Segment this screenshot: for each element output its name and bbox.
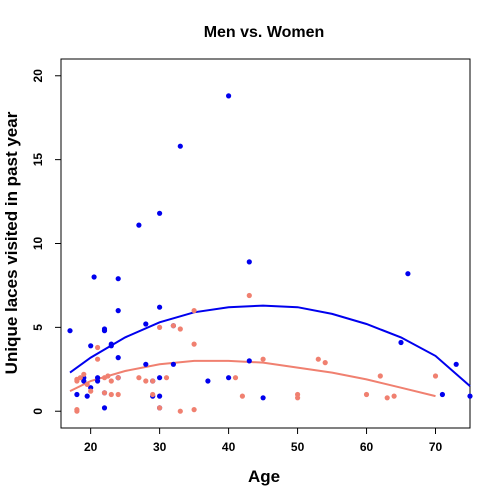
- y-tick-label: 20: [31, 69, 45, 83]
- series-1-point: [136, 222, 142, 228]
- series-2-point: [170, 323, 176, 329]
- series-1-point: [157, 210, 163, 216]
- chart-title: Men vs. Women: [204, 24, 325, 41]
- series-2-point: [163, 375, 170, 381]
- series-2-point: [81, 371, 87, 377]
- series-1-point: [170, 361, 176, 367]
- series-2-point: [391, 393, 397, 399]
- series-2-point: [108, 378, 114, 384]
- data-points: [67, 93, 473, 414]
- series-2-point: [432, 373, 439, 379]
- x-tick-label: 20: [84, 440, 98, 454]
- series-1-point: [205, 378, 211, 384]
- series-2-point: [136, 375, 142, 381]
- series-1-point: [81, 378, 87, 384]
- series-2-point: [74, 408, 80, 414]
- series-2-point: [384, 395, 390, 401]
- series-2-point: [101, 390, 108, 396]
- x-axis: 20 30 40 50 60 70: [84, 428, 443, 454]
- series-2-point: [105, 373, 111, 379]
- series-2-point: [322, 360, 328, 366]
- x-axis-title: Age: [248, 467, 280, 486]
- series-1-point: [84, 393, 90, 399]
- fit-lines: [69, 304, 471, 398]
- series-1-point: [101, 405, 108, 411]
- series-2-point: [150, 378, 156, 384]
- series-1-point: [95, 375, 101, 381]
- series-1-point: [467, 393, 473, 399]
- y-tick-label: 0: [31, 408, 45, 415]
- series-2-point: [84, 381, 90, 387]
- series-2-point: [295, 395, 301, 401]
- series-2-point: [246, 292, 252, 299]
- series-2-point: [157, 324, 163, 330]
- series-1-point: [108, 343, 114, 349]
- series-1-point: [246, 259, 252, 265]
- series-1-point: [398, 339, 404, 346]
- x-tick-label: 40: [222, 440, 236, 454]
- series-1-point: [115, 355, 121, 361]
- series-2-point: [377, 373, 383, 379]
- y-axis-title: Unique laces visited in past year: [2, 111, 21, 374]
- series-2-point: [115, 391, 121, 398]
- x-tick-label: 60: [360, 440, 374, 454]
- series-1-trend-line: [69, 304, 471, 387]
- series-2-point: [143, 378, 149, 384]
- series-2-point: [95, 344, 101, 351]
- series-1-point: [439, 391, 445, 398]
- y-tick-label: 10: [31, 237, 45, 251]
- series-1-point: [405, 271, 411, 277]
- series-2-point: [157, 405, 163, 411]
- series-1-point: [115, 276, 121, 282]
- series-2-point: [191, 407, 197, 413]
- series-1-point: [226, 93, 232, 99]
- series-2-point: [88, 388, 94, 394]
- series-1-point: [246, 358, 252, 364]
- series-2-point: [239, 393, 245, 399]
- x-tick-label: 30: [153, 440, 167, 454]
- series-1-point: [226, 375, 232, 381]
- series-2-trend-line: [69, 359, 436, 398]
- series-1-point: [101, 326, 108, 332]
- y-tick-label: 5: [31, 324, 45, 331]
- series-1-point: [91, 274, 97, 280]
- series-2-point: [315, 356, 321, 362]
- series-2-point: [260, 356, 266, 362]
- series-2-point: [150, 391, 156, 398]
- series-1-point: [74, 391, 80, 398]
- series-2-point: [108, 391, 114, 398]
- series-2-point: [95, 356, 101, 362]
- series-1-point: [157, 375, 163, 381]
- y-axis: 0 5 10 15 20: [31, 69, 61, 415]
- series-1-point: [88, 343, 94, 349]
- series-1-point: [67, 328, 73, 334]
- series-2-point: [177, 326, 183, 332]
- x-tick-label: 70: [429, 440, 443, 454]
- series-2-point: [77, 375, 83, 381]
- series-1-point: [157, 304, 163, 310]
- series-1-point: [115, 308, 121, 314]
- series-2-point: [363, 391, 370, 398]
- x-tick-label: 50: [291, 440, 305, 454]
- series-2-point: [232, 375, 239, 381]
- series-1-point: [453, 361, 459, 367]
- series-2-point: [177, 408, 183, 414]
- series-1-point: [143, 361, 149, 367]
- series-2-point: [191, 341, 197, 347]
- series-1-point: [157, 393, 163, 399]
- series-1-point: [260, 395, 266, 401]
- series-1-point: [177, 143, 183, 149]
- series-2-point: [191, 308, 197, 314]
- y-tick-label: 15: [31, 153, 45, 167]
- series-1-point: [143, 321, 149, 327]
- series-2-point: [115, 375, 121, 381]
